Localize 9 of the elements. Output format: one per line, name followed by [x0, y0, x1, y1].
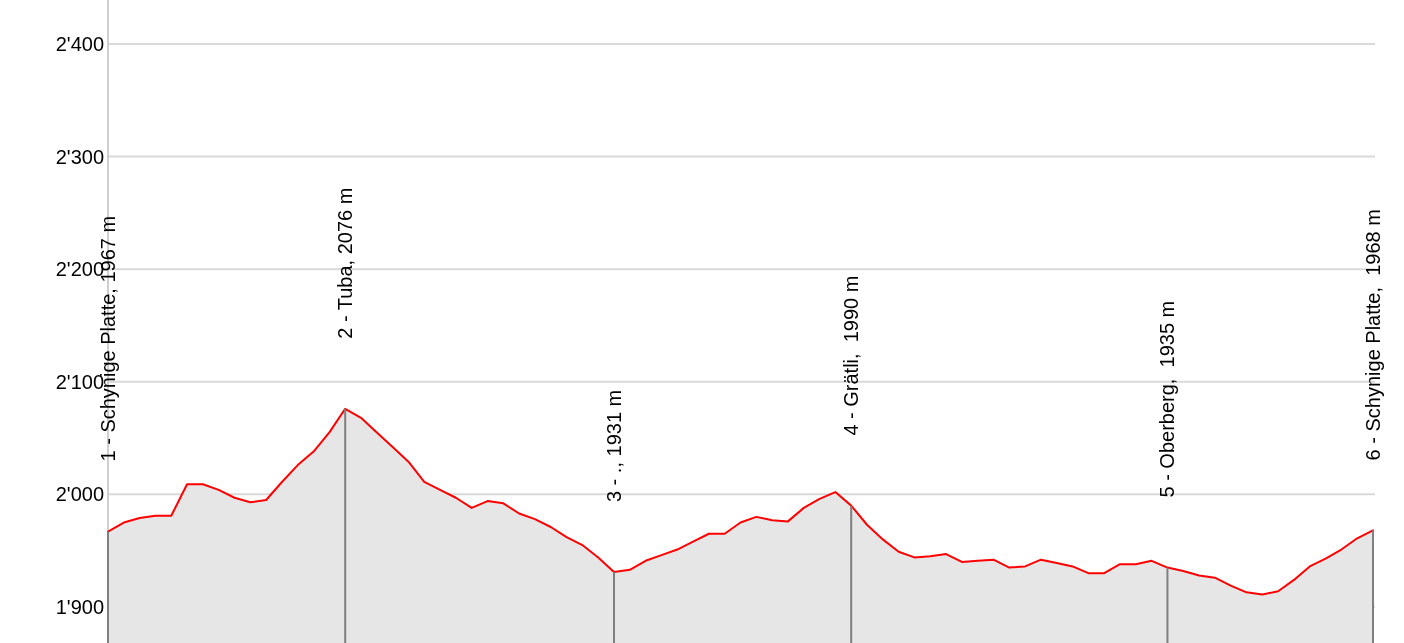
y-tick-label: 1'900	[55, 595, 104, 618]
x-tick-label: 2 - Tuba, 2076 m	[334, 187, 357, 339]
y-tick-label: 2'400	[55, 32, 104, 55]
x-tick-label: 6 - Schynige Platte, 1968 m	[1362, 209, 1384, 461]
y-tick-label: 2'300	[55, 145, 104, 168]
y-tick-label: 2'000	[55, 483, 104, 506]
x-tick-label: 3 - ., 1931 m	[603, 389, 625, 503]
x-tick-label: 4 - Grätli, 1990 m	[840, 275, 863, 436]
x-tick-label: 5 - Oberberg, 1935 m	[1156, 300, 1179, 498]
